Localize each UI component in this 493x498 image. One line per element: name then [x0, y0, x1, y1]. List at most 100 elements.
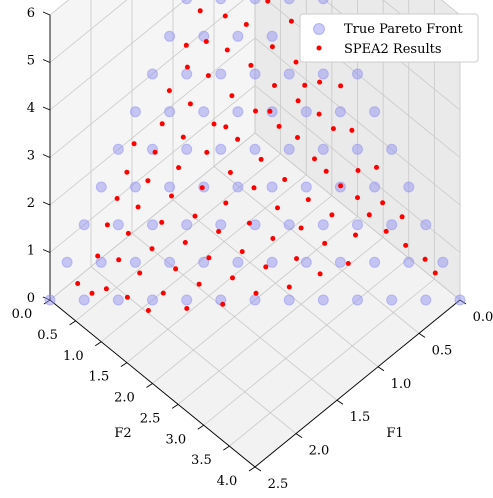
pareto-point	[232, 256, 244, 268]
y-axis-label: F2	[114, 426, 131, 441]
y-tick-mark	[43, 299, 51, 305]
legend-marker-pareto	[313, 23, 325, 35]
spea2-point	[374, 164, 379, 170]
pareto-point	[249, 0, 261, 5]
spea2-point	[399, 214, 405, 220]
pareto-point	[317, 219, 329, 231]
spea2-point	[216, 229, 222, 234]
pareto-point	[283, 143, 295, 155]
spea2-point	[116, 257, 122, 263]
z-gridline-left	[49, 85, 256, 253]
x-tick-label: 0.5	[432, 343, 453, 358]
x-tick-mark	[254, 466, 262, 472]
spea2-point	[125, 230, 131, 236]
pareto-point	[164, 256, 176, 268]
spea2-point	[166, 88, 172, 94]
spea2-point	[124, 169, 130, 175]
pareto-point	[164, 30, 176, 42]
legend-frame	[299, 13, 479, 63]
y-gridline-floor	[203, 257, 410, 426]
spea2-point	[312, 156, 317, 162]
x-tick-mark	[295, 433, 303, 438]
z-gridline-right	[266, 0, 461, 158]
pareto-point	[129, 106, 141, 118]
pareto-point	[112, 143, 124, 155]
pareto-point	[95, 256, 107, 268]
y-gridline-floor	[100, 174, 307, 343]
z-tick-label: 0	[27, 291, 35, 306]
pareto-point	[403, 181, 415, 193]
spea2-point	[338, 83, 344, 89]
y-tick-label: 3.5	[191, 453, 212, 468]
spea2-point	[329, 212, 335, 218]
spea2-point	[220, 301, 226, 307]
legend-label-pareto: True Pareto Front	[344, 22, 464, 37]
y-tick-mark	[146, 383, 153, 388]
pareto-point	[232, 30, 244, 42]
y-gridline-floor	[229, 278, 435, 447]
pareto-point	[249, 68, 261, 80]
spea2-point	[317, 79, 323, 85]
pareto-point	[147, 219, 158, 231]
pareto-point	[317, 143, 329, 155]
pareto-point	[181, 143, 193, 155]
pareto-point	[215, 68, 227, 80]
pareto-point	[249, 143, 261, 155]
y-tick-label: 3.0	[165, 432, 186, 447]
pareto-point	[44, 294, 56, 306]
spea2-point	[176, 165, 182, 171]
x-tick-mark	[377, 366, 385, 372]
spea2-point	[235, 136, 241, 142]
pareto-point	[283, 68, 295, 80]
pareto-point	[266, 181, 278, 193]
spea2-point	[196, 281, 202, 287]
spea2-point	[223, 200, 229, 206]
spea2-point	[145, 178, 151, 184]
spea2-point	[187, 101, 193, 107]
spea2-point	[349, 127, 355, 133]
pareto-point	[147, 294, 158, 306]
pareto-point	[369, 181, 381, 193]
pareto-point	[266, 256, 278, 268]
pareto-point	[198, 106, 210, 118]
spea2-point	[206, 255, 212, 261]
y-tick-label: 4.0	[217, 474, 238, 489]
spea2-point	[180, 134, 186, 140]
z-gridline-left	[49, 0, 128, 63]
pareto-point	[283, 294, 295, 306]
pareto-point	[352, 68, 363, 80]
z-tick-label: 1	[27, 244, 35, 259]
pareto-point	[283, 219, 295, 231]
y-tick-label: 0.0	[12, 307, 33, 322]
pareto-point	[198, 30, 210, 42]
z-tick-mark	[42, 154, 51, 158]
spea2-point	[295, 98, 301, 104]
spea2-point	[135, 204, 141, 210]
pareto-point	[386, 219, 398, 231]
pareto-point	[454, 294, 466, 306]
z-tick-mark	[42, 296, 51, 301]
pareto-point	[78, 219, 90, 231]
spea2-point	[282, 177, 288, 182]
spea2-point	[366, 212, 372, 218]
z-gridline-right	[254, 132, 461, 301]
spea2-point	[295, 135, 300, 140]
legend-label-spea2: SPEA2 Results	[344, 42, 442, 57]
pareto-point	[61, 256, 73, 268]
y-tick-label: 2.0	[114, 391, 135, 406]
pareto-point	[112, 294, 124, 306]
spea2-point	[173, 266, 179, 272]
spea2-point	[294, 256, 299, 262]
spea2-point	[169, 193, 174, 199]
spea2-point	[323, 168, 329, 174]
spea2-point	[197, 8, 203, 14]
spea2-point	[317, 271, 323, 277]
x-tick-mark	[459, 299, 467, 305]
y-tick-label: 0.5	[37, 328, 58, 343]
pareto-point	[317, 0, 329, 5]
spea2-point	[246, 220, 252, 226]
pareto-point	[198, 256, 210, 268]
spea2-point	[330, 126, 336, 132]
spea2-point	[286, 284, 292, 290]
